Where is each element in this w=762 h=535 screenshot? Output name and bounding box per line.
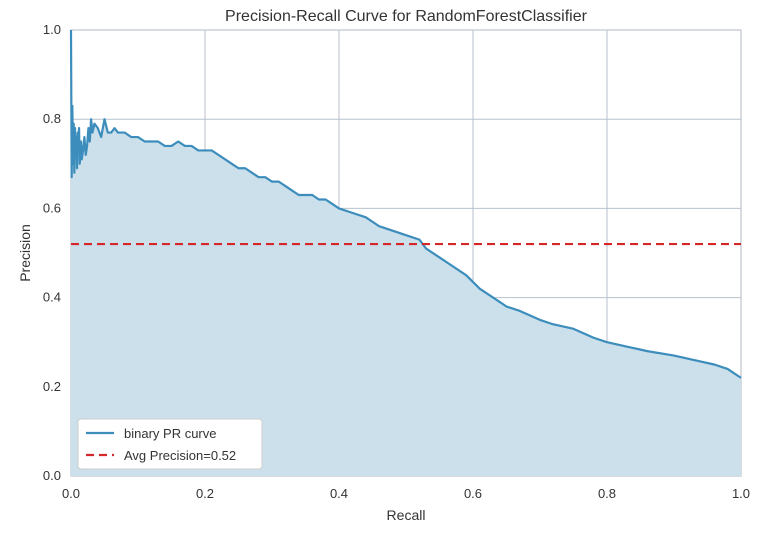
y-axis-label: Precision [17,224,33,282]
y-tick-labels: 0.0 0.2 0.4 0.6 0.8 1.0 [43,22,61,483]
y-tick-label: 0.4 [43,290,61,305]
x-tick-label: 0.6 [464,486,482,501]
x-tick-label: 0.8 [598,486,616,501]
legend-box [77,418,263,470]
y-tick-label: 1.0 [43,22,61,37]
y-tick-label: 0.0 [43,468,61,483]
pr-curve-line [69,29,742,379]
x-tick-label: 1.0 [732,486,750,501]
pr-curve-fill [71,30,741,476]
chart-title: Precision-Recall Curve for RandomForestC… [225,8,588,25]
y-tick-label: 0.2 [43,379,61,394]
x-tick-label: 0.4 [330,486,348,501]
x-tick-label: 0.2 [196,486,214,501]
legend-label-pr-curve: binary PR curve [124,426,216,441]
legend: binary PR curve Avg Precision=0.52 [77,418,263,470]
x-tick-labels: 0.0 0.2 0.4 0.6 0.8 1.0 [62,486,750,501]
y-tick-label: 0.6 [43,200,61,215]
legend-label-avg-precision: Avg Precision=0.52 [124,448,236,463]
y-tick-label: 0.8 [43,111,61,126]
x-axis-label: Recall [387,507,426,523]
x-tick-label: 0.0 [62,486,80,501]
